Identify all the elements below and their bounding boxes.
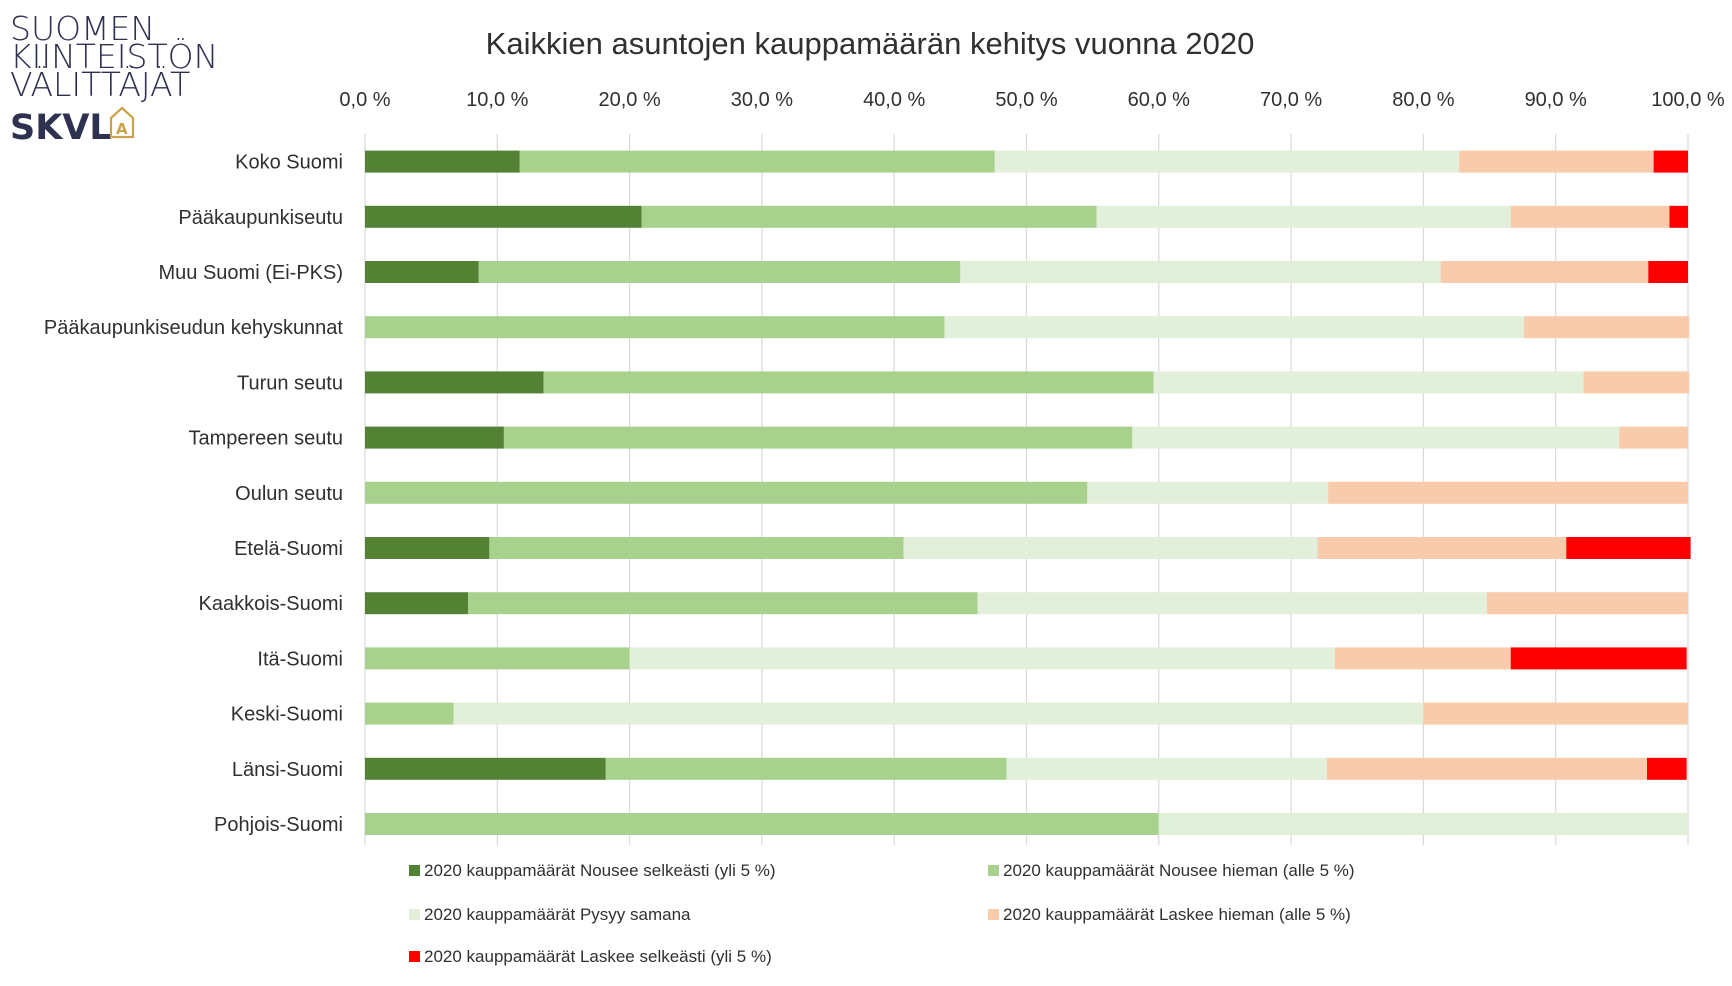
bar-segment [641, 205, 1097, 228]
bars [365, 150, 1691, 835]
logo-abbr: SKVL [10, 108, 112, 142]
bar-segment [1566, 537, 1691, 559]
bar-segment [1087, 481, 1329, 504]
bar-segment [1334, 647, 1511, 670]
bar-segment [1653, 150, 1688, 173]
bar-segment [1459, 150, 1654, 173]
bar-segment [365, 316, 945, 339]
category-label: Muu Suomi (Ei-PKS) [159, 262, 344, 284]
bar-segment [1158, 813, 1688, 835]
bar-segment [977, 592, 1487, 615]
legend-label: 2020 kauppamäärät Laskee selkeästi (yli … [424, 947, 772, 966]
category-label: Koko Suomi [235, 152, 343, 174]
bar-segment [960, 261, 1441, 283]
category-label: Turun seutu [237, 372, 343, 394]
legend-label: 2020 kauppamäärät Nousee hieman (alle 5 … [1003, 861, 1355, 880]
logo-line-3: VÄLITTÄJÄT [10, 65, 190, 104]
x-tick-label: 80,0 % [1392, 89, 1454, 111]
category-label: Länsi-Suomi [232, 759, 343, 781]
logo-line-2: KIINTEISTÖN- [10, 37, 220, 76]
bar-segment [365, 426, 504, 449]
house-icon: A [109, 106, 135, 139]
x-tick-label: 10,0 % [466, 89, 528, 111]
category-label: Tampereen seutu [188, 428, 343, 450]
category-label: Etelä-Suomi [234, 538, 343, 560]
bar-segment [365, 757, 606, 780]
bar-segment [489, 537, 904, 559]
bar-segment [365, 647, 630, 670]
bar-segment [1523, 316, 1690, 339]
bar-segment [503, 426, 1133, 449]
x-tick-label: 70,0 % [1260, 89, 1322, 111]
bar-segment [365, 205, 642, 228]
bar-segment [365, 150, 520, 173]
bar-segment [1510, 647, 1687, 670]
bar-segment [543, 371, 1154, 394]
bar-segment [1646, 757, 1687, 780]
legend-swatch [988, 909, 999, 920]
category-label: Pääkaupunkiseudun kehyskunnat [44, 317, 344, 339]
skvl-logo: SUOMEN KIINTEISTÖN- VÄLITTÄJÄT SKVL A [10, 9, 230, 148]
svg-text:A: A [116, 120, 128, 138]
legend-swatch [409, 951, 420, 962]
legend: 2020 kauppamäärät Nousee selkeästi (yli … [409, 861, 1355, 966]
bar-segment [365, 813, 1159, 835]
bar-segment [365, 702, 454, 725]
category-label: Pääkaupunkiseutu [178, 207, 343, 229]
bar-segment [1096, 205, 1511, 228]
bar-segment [1317, 537, 1567, 559]
category-label: Keski-Suomi [231, 704, 343, 726]
bar-segment [468, 592, 978, 615]
legend-swatch [988, 865, 999, 876]
bar-segment [1648, 261, 1688, 283]
category-label: Pohjois-Suomi [214, 814, 343, 836]
bar-segment [944, 316, 1524, 339]
bar-segment [1486, 592, 1688, 615]
category-labels: Koko Suomi Pääkaupunkiseutu Muu Suomi (Ei-… [44, 152, 344, 836]
x-tick-label: 60,0 % [1128, 89, 1190, 111]
bar-segment [1006, 757, 1327, 780]
bar-segment [1619, 426, 1688, 449]
x-tick-label: 0,0 % [339, 89, 390, 111]
x-tick-label: 50,0 % [995, 89, 1057, 111]
chart-title: Kaikkien asuntojen kauppamäärän kehitys … [486, 26, 1255, 61]
bar-segment [1153, 371, 1584, 394]
bar-segment [478, 261, 961, 283]
legend-swatch [409, 909, 420, 920]
bar-segment [903, 537, 1318, 559]
bar-segment [365, 261, 479, 283]
bar-segment [365, 592, 469, 615]
category-label: Itä-Suomi [257, 648, 343, 670]
bar-segment [1328, 481, 1688, 504]
bar-segment [1510, 205, 1670, 228]
bar-segment [605, 757, 1007, 780]
bar-segment [1326, 757, 1647, 780]
x-tick-label: 30,0 % [731, 89, 793, 111]
logo-line-1: SUOMEN [10, 12, 155, 48]
legend-label: 2020 kauppamäärät Nousee selkeästi (yli … [424, 861, 776, 880]
bar-segment [365, 371, 544, 394]
bar-segment [1132, 426, 1620, 449]
category-label: Oulun seutu [235, 483, 343, 505]
bar-segment [519, 150, 995, 173]
bar-segment [1423, 702, 1688, 725]
bar-segment [629, 647, 1335, 670]
bar-segment [1440, 261, 1649, 283]
legend-label: 2020 kauppamäärät Pysyy samana [424, 905, 691, 924]
legend-label: 2020 kauppamäärät Laskee hieman (alle 5 … [1003, 905, 1351, 924]
bar-segment [453, 702, 1424, 725]
x-axis-ticks: 0,0 % 10,0 % 20,0 % 30,0 % 40,0 % 50,0 % 60,0 … [339, 89, 1724, 111]
x-tick-label: 90,0 % [1525, 89, 1587, 111]
category-label: Kaakkois-Suomi [198, 593, 343, 615]
bar-segment [365, 537, 490, 559]
bar-segment [1669, 205, 1688, 228]
bar-segment [994, 150, 1460, 173]
bar-segment [1583, 371, 1690, 394]
bar-segment [365, 481, 1088, 504]
x-tick-label: 40,0 % [863, 89, 925, 111]
x-tick-label: 20,0 % [598, 89, 660, 111]
legend-swatch [409, 865, 420, 876]
x-tick-label: 100,0 % [1651, 89, 1725, 111]
